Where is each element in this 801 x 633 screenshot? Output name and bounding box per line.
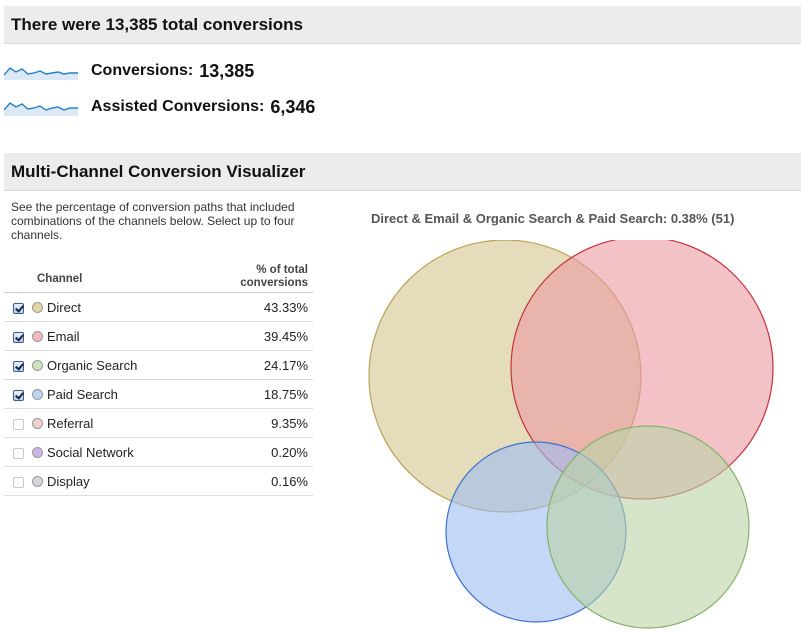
- conversions-metric[interactable]: Conversions: 13,385: [4, 58, 254, 84]
- channel-color-swatch: [32, 418, 43, 430]
- channel-color-swatch: [32, 331, 43, 343]
- channel-percentage: 39.45%: [263, 328, 308, 344]
- channel-checkbox[interactable]: [12, 418, 24, 430]
- channel-table-body: Direct 43.33% Email 39.45% Organic Search 24.…: [4, 293, 313, 496]
- channel-row[interactable]: Paid Search 18.75%: [4, 380, 313, 409]
- channel-name: Organic Search: [47, 358, 138, 374]
- channel-name: Display: [47, 474, 90, 490]
- channel-row[interactable]: Social Network 0.20%: [4, 438, 313, 467]
- channel-checkbox-cell[interactable]: [4, 467, 32, 496]
- venn-caption: Direct & Email & Organic Search & Paid S…: [371, 211, 735, 226]
- channel-name: Paid Search: [47, 387, 118, 403]
- channel-name-cell: Email: [32, 322, 198, 351]
- sparkline-icon: [4, 102, 78, 116]
- channel-percentage: 24.17%: [263, 357, 308, 373]
- channel-name-cell: Organic Search: [32, 351, 198, 380]
- channel-color-swatch: [32, 447, 43, 459]
- channel-checkbox-cell[interactable]: [4, 409, 32, 438]
- channel-color-swatch: [32, 302, 43, 314]
- assisted-conversions-label: Assisted Conversions:: [91, 98, 265, 115]
- channel-checkbox[interactable]: [12, 302, 24, 314]
- assisted-conversions-value: 6,346: [270, 96, 316, 117]
- channel-name-cell: Social Network: [32, 438, 198, 467]
- channel-checkbox-cell[interactable]: [4, 322, 32, 351]
- channel-color-swatch: [32, 360, 43, 372]
- pct-column-header: % of total conversions: [198, 256, 313, 293]
- channel-table: Channel % of total conversions Direct 43.…: [4, 256, 313, 496]
- channel-row[interactable]: Referral 9.35%: [4, 409, 313, 438]
- channel-row[interactable]: Direct 43.33%: [4, 293, 313, 322]
- channel-color-swatch: [32, 476, 43, 488]
- assisted-conversions-metric[interactable]: Assisted Conversions: 6,346: [4, 94, 315, 120]
- channel-name-cell: Display: [32, 467, 198, 496]
- channel-name-cell: Referral: [32, 409, 198, 438]
- channel-column-header: Channel: [37, 273, 83, 285]
- channel-percentage: 18.75%: [263, 386, 308, 402]
- channel-name-cell: Paid Search: [32, 380, 198, 409]
- channel-percentage: 0.20%: [271, 444, 308, 460]
- channel-checkbox-cell[interactable]: [4, 438, 32, 467]
- channel-checkbox-cell[interactable]: [4, 351, 32, 380]
- channel-percentage: 0.16%: [271, 473, 308, 489]
- channel-checkbox[interactable]: [12, 360, 24, 372]
- channel-checkbox[interactable]: [12, 476, 24, 488]
- channel-name: Social Network: [47, 445, 134, 461]
- channel-row[interactable]: Email 39.45%: [4, 322, 313, 351]
- sparkline-icon: [4, 67, 78, 80]
- conversions-value: 13,385: [199, 60, 255, 81]
- channel-name-cell: Direct: [32, 293, 198, 322]
- pct-header-line1: % of total: [256, 264, 308, 276]
- venn-diagram: [368, 240, 774, 629]
- visualizer-title: Multi-Channel Conversion Visualizer: [4, 153, 801, 191]
- visualizer-description: See the percentage of conversion paths t…: [11, 200, 295, 242]
- channel-name: Email: [47, 329, 80, 345]
- conversions-label: Conversions:: [91, 62, 194, 79]
- channel-row[interactable]: Display 0.16%: [4, 467, 313, 496]
- channel-checkbox[interactable]: [12, 389, 24, 401]
- channel-checkbox-cell[interactable]: [4, 380, 32, 409]
- channel-percentage: 43.33%: [263, 299, 308, 315]
- channel-name: Direct: [47, 300, 81, 316]
- channel-checkbox-cell[interactable]: [4, 293, 32, 322]
- channel-percentage: 9.35%: [271, 415, 308, 431]
- channel-row[interactable]: Organic Search 24.17%: [4, 351, 313, 380]
- channel-name: Referral: [47, 416, 94, 432]
- channel-color-swatch: [32, 389, 43, 401]
- channel-checkbox[interactable]: [12, 331, 24, 343]
- venn-circle-organic-search[interactable]: [546, 425, 750, 629]
- channel-checkbox[interactable]: [12, 447, 24, 459]
- pct-header-line2: conversions: [240, 277, 308, 289]
- channel-table-header: Channel % of total conversions: [4, 256, 313, 293]
- summary-title: There were 13,385 total conversions: [4, 6, 801, 44]
